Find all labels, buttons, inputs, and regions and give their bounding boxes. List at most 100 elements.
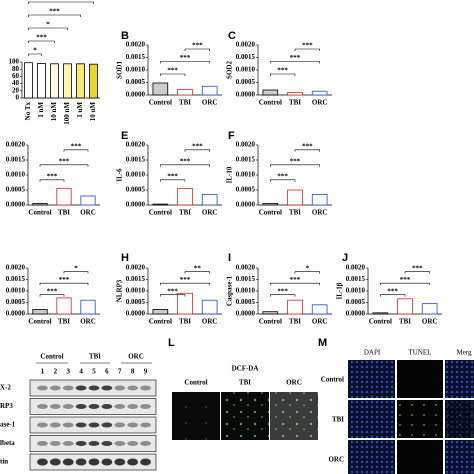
x-tick-label: ORC — [202, 209, 218, 217]
blot-band — [75, 385, 87, 391]
significance-bracket — [28, 1, 94, 4]
significance-label: *** — [180, 54, 191, 62]
y-tick-label: 0.0015 — [6, 275, 26, 283]
y-tick-label: 0.0020 — [236, 41, 256, 49]
x-tick-label: TBI — [289, 99, 301, 107]
blot-band — [101, 385, 113, 391]
blot-group: TBI — [89, 353, 101, 361]
significance-label: *** — [36, 34, 47, 42]
x-tick-label: 1 nM — [37, 102, 45, 118]
blot-row-label: ase-1 — [0, 421, 16, 429]
row-label: TBI — [332, 416, 344, 424]
blot-row-label: lbeta — [0, 439, 15, 447]
y-axis-label: Caspase-1 — [226, 275, 234, 306]
blot-group: Control — [40, 353, 63, 361]
micrograph — [445, 400, 474, 438]
lane-label: 4 — [79, 368, 83, 376]
lane-label: 3 — [66, 368, 70, 376]
significance-label: *** — [290, 276, 301, 284]
panel-letter: H — [121, 252, 129, 264]
significance-label: *** — [277, 172, 288, 180]
panel-letter: L — [168, 337, 175, 349]
significance-bracket — [39, 282, 89, 286]
significance-label: *** — [290, 157, 301, 165]
significance-bracket — [63, 271, 89, 274]
blot-band — [101, 458, 113, 466]
significance-bracket — [160, 164, 210, 167]
y-tick-label: 0.0020 — [6, 264, 26, 272]
significance-label: *** — [180, 157, 191, 165]
blot-band — [140, 441, 151, 446]
lane-label: 8 — [131, 368, 135, 376]
significance-label: *** — [56, 0, 67, 3]
y-tick-label: 0.0020 — [346, 264, 366, 272]
bar — [201, 85, 218, 96]
panel-letter: C — [228, 30, 236, 42]
significance-label: *** — [47, 172, 58, 180]
significance-label: *** — [71, 142, 82, 150]
y-tick-label: 0.0000 — [126, 91, 146, 99]
significance-label: *** — [302, 42, 313, 50]
y-tick-label: 0.0020 — [126, 141, 146, 149]
micrograph — [445, 360, 474, 398]
x-tick-label: Control — [259, 99, 282, 107]
blot-band — [88, 422, 100, 428]
blot-band — [37, 404, 48, 409]
blot-band — [127, 404, 139, 409]
significance-label: *** — [387, 287, 398, 295]
micrograph — [397, 360, 443, 398]
x-tick-label: 10 nM — [50, 102, 58, 122]
x-tick-label: ORC — [422, 318, 438, 326]
bar — [32, 308, 48, 315]
panel-letter: B — [121, 30, 129, 42]
x-tick-label: ORC — [80, 209, 96, 217]
blot-band — [88, 458, 100, 466]
significance-bracket — [160, 179, 186, 182]
y-tick-label: 40 — [12, 79, 20, 87]
blot-band — [37, 422, 48, 428]
y-tick-label: 0.0005 — [236, 78, 256, 86]
significance-bracket — [39, 164, 89, 167]
bar — [262, 311, 279, 315]
blot-band — [37, 441, 48, 446]
blot-band — [49, 458, 61, 466]
micrograph — [348, 360, 395, 398]
x-tick-label: ORC — [312, 209, 328, 217]
image-title: DCF-DA — [232, 365, 259, 373]
blot-band — [37, 458, 48, 466]
y-tick-label: 0.0000 — [236, 310, 256, 318]
micrograph — [221, 392, 269, 440]
significance-bracket — [380, 294, 406, 297]
x-tick-label: TBI — [58, 318, 70, 326]
y-tick-label: 0.0010 — [236, 171, 256, 179]
blot-band — [114, 422, 126, 428]
bar — [152, 82, 169, 96]
bar — [262, 89, 279, 96]
x-tick-label: Control — [259, 209, 282, 217]
y-tick-label: 80 — [12, 65, 20, 73]
x-tick-label: Control — [149, 209, 172, 217]
y-tick-label: 0.0015 — [126, 275, 146, 283]
bar — [201, 194, 218, 206]
significance-bracket — [28, 40, 55, 43]
bar — [287, 92, 303, 96]
x-tick-label: Control — [28, 209, 51, 217]
blot-band — [127, 458, 139, 466]
significance-bracket — [28, 27, 68, 30]
y-tick-label: 0.0005 — [126, 298, 146, 306]
blot-band — [88, 404, 100, 409]
x-tick-label: Control — [28, 318, 51, 326]
blot-band — [114, 441, 126, 446]
column-label: DAPI — [364, 349, 381, 357]
significance-bracket — [294, 271, 320, 274]
significance-label: * — [33, 47, 37, 55]
row-label: ORC — [328, 456, 344, 464]
x-tick-label: TBI — [399, 318, 411, 326]
y-axis-label: IL-1β — [336, 282, 344, 299]
x-tick-label: TBI — [289, 318, 301, 326]
y-tick-label: 0.0010 — [126, 171, 146, 179]
x-tick-label: ORC — [312, 318, 328, 326]
significance-label: *** — [277, 67, 288, 75]
